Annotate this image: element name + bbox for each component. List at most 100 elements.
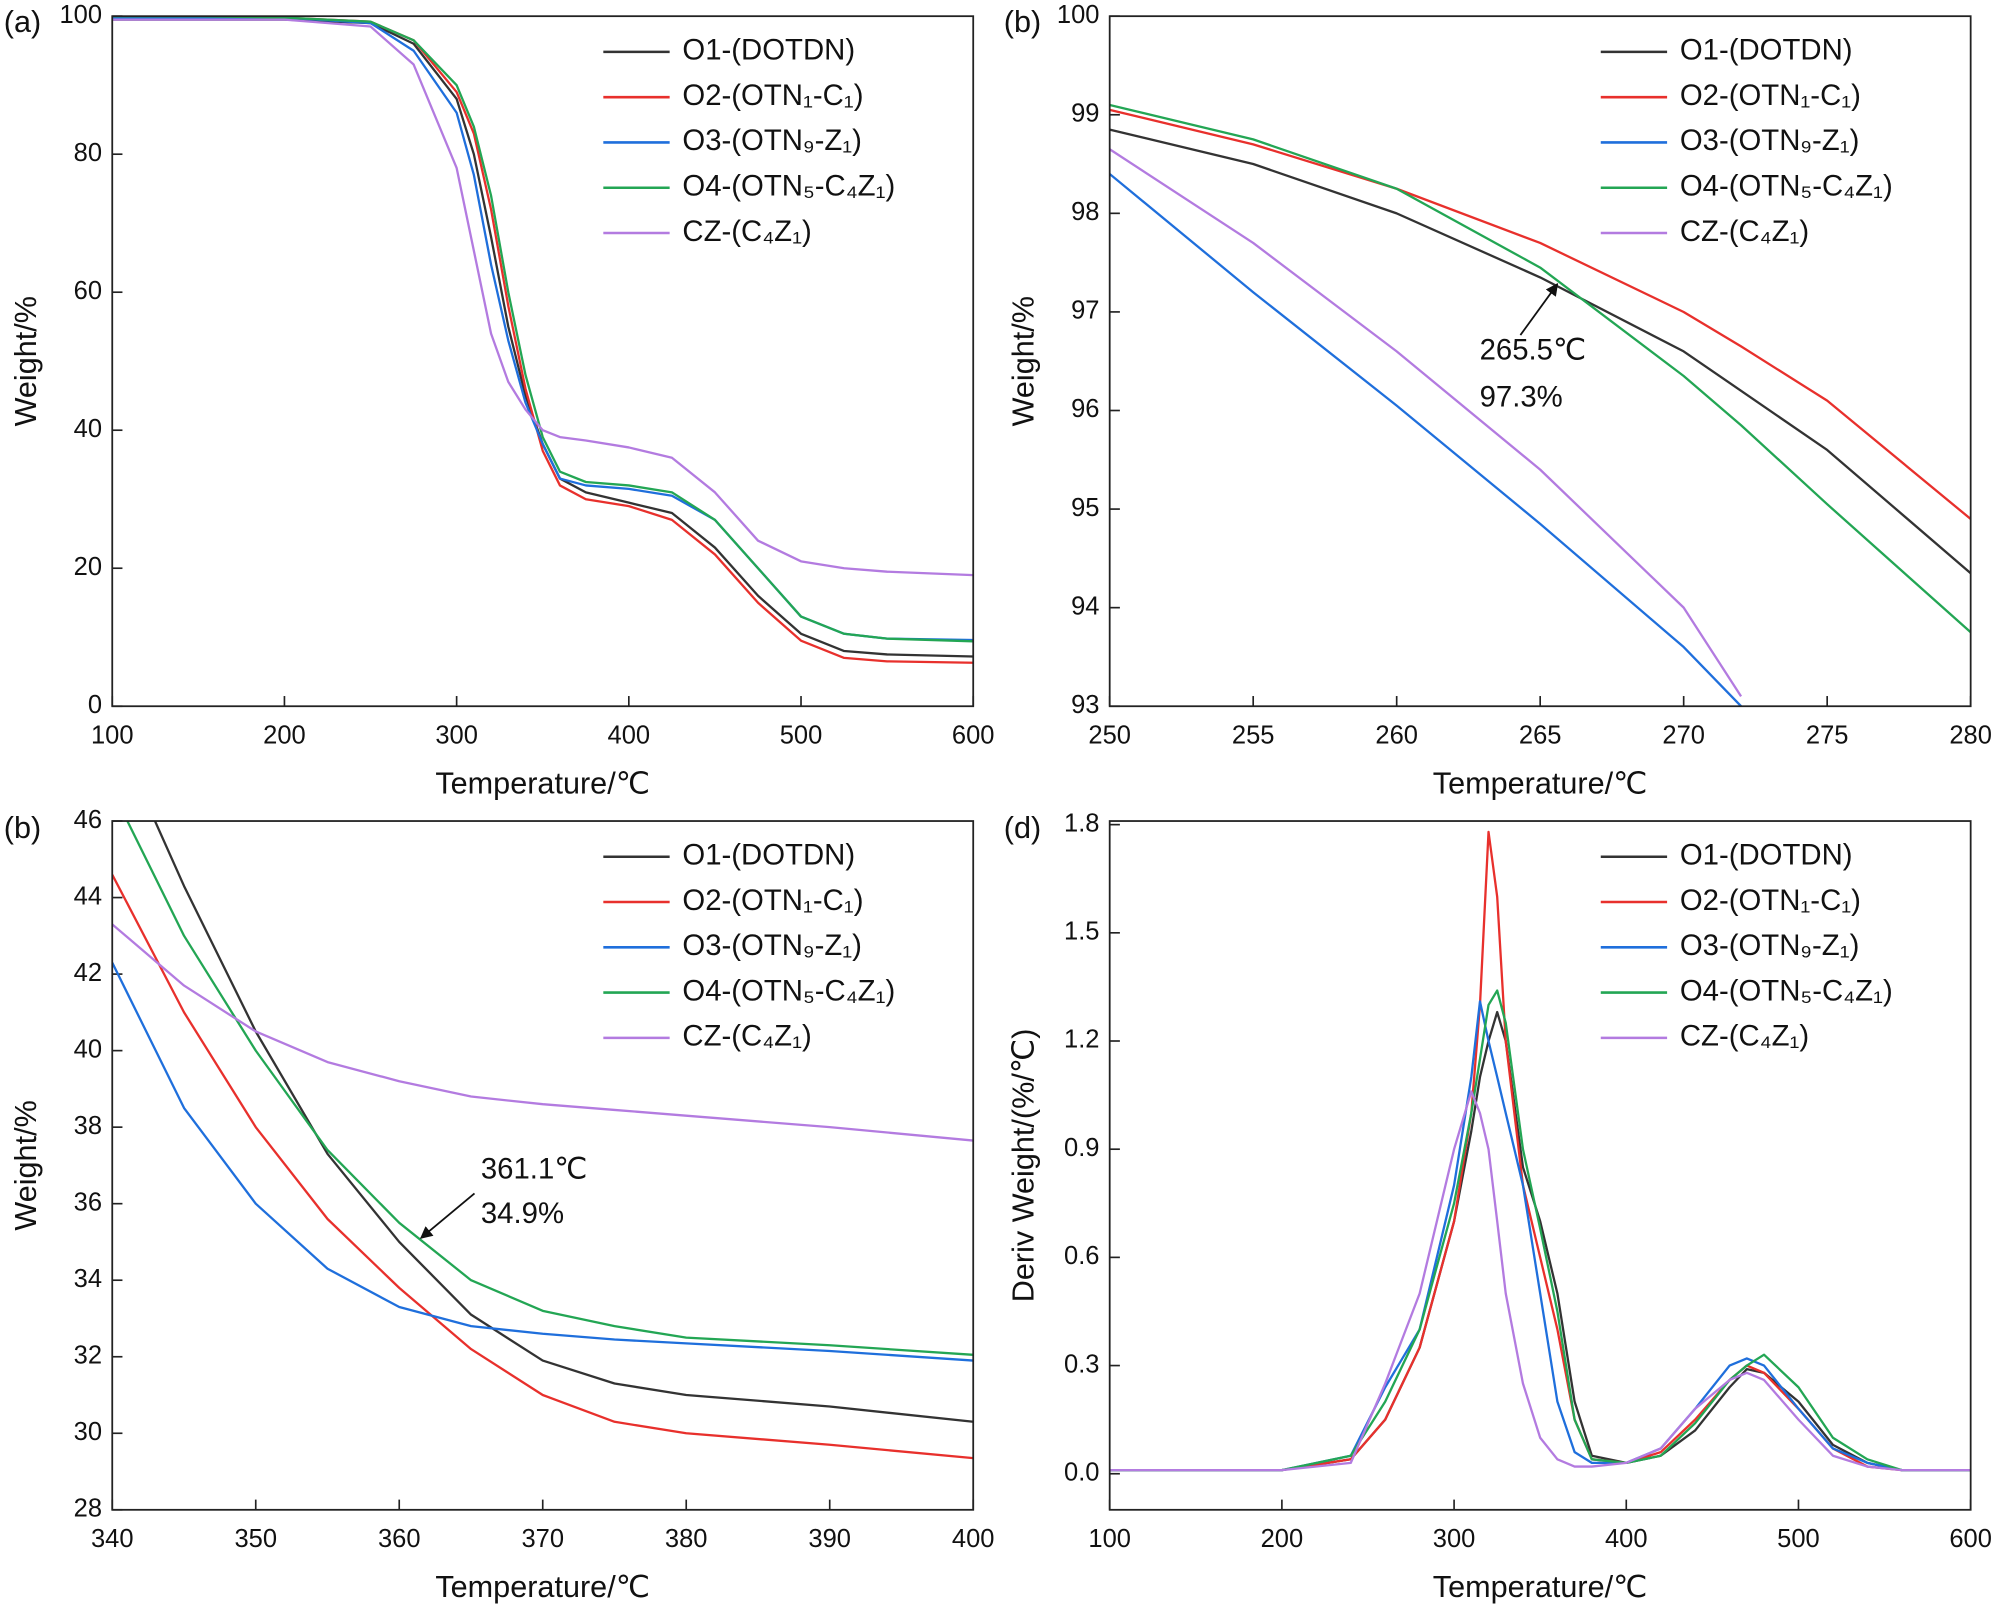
plot-frame [111,15,975,708]
y-tick-label: 40 [74,1035,102,1063]
annotation: 265.5℃ [1480,333,1586,366]
x-tick-label: 280 [1949,722,1992,750]
y-tick-label: 46 [74,806,102,834]
legend-label: O3-(OTN₉-Z₁) [1680,124,1860,157]
plot-frame [1108,15,1972,708]
legend-label: O4-(OTN₅-C₄Z₁) [1680,974,1893,1007]
panel-label: (d) [1004,811,1041,845]
series-line [112,16,974,643]
x-tick-label: 255 [1232,722,1275,750]
x-tick-label: 370 [521,1525,564,1553]
x-tick-label: 275 [1806,722,1849,750]
legend-label: O1-(DOTDN) [1680,838,1853,871]
annotation: 361.1℃ [481,1152,587,1185]
y-tick-label: 100 [59,1,102,29]
y-tick-label: 95 [1071,494,1099,522]
x-tick-label: 500 [780,722,823,750]
y-axis-title: Weight/% [1007,296,1041,426]
y-tick-label: 0 [88,691,102,719]
x-tick-label: 400 [952,1525,995,1553]
series-line [1109,830,1971,1472]
y-tick-label: 100 [1057,1,1100,29]
series-line [112,962,974,1362]
x-axis-title: Temperature/℃ [1433,766,1648,800]
series-line [112,18,974,577]
series-line [112,923,974,1142]
legend-label: O3-(OTN₉-Z₁) [682,124,862,157]
y-tick-label: 38 [74,1112,102,1140]
panel-label: (b) [4,811,41,845]
x-tick-label: 600 [952,722,995,750]
legend-label: O2-(OTN₁-C₁) [1680,79,1861,112]
y-tick-label: 32 [74,1341,102,1369]
legend-label: CZ-(C₄Z₁) [1680,215,1809,248]
legend-label: O3-(OTN₉-Z₁) [1680,929,1860,962]
panel: (d) 100 200 300 400 500 600 0.0 0.3 0.6 0.9 1.2 1.5 1… [1004,809,1992,1604]
series-line [1109,1000,1971,1472]
plot-frame [1108,820,1972,1511]
y-tick-label: 36 [74,1188,102,1216]
y-tick-label: 0.6 [1064,1242,1099,1270]
y-tick-label: 97 [1071,297,1099,325]
x-tick-label: 270 [1662,722,1705,750]
y-tick-label: 1.2 [1064,1026,1099,1054]
y-tick-label: 0.9 [1064,1134,1099,1162]
x-axis-title: Temperature/℃ [1433,1570,1648,1604]
x-axis-title: Temperature/℃ [435,766,650,800]
y-tick-label: 34 [74,1265,102,1293]
x-tick-label: 360 [378,1525,421,1553]
y-tick-label: 93 [1071,691,1099,719]
legend-label: O4-(OTN₅-C₄Z₁) [682,169,895,202]
series-line [1109,128,1971,575]
series-line [153,821,974,1423]
y-axis-title: Weight/% [9,296,43,426]
annotation: 97.3% [1480,381,1563,414]
y-tick-label: 1.8 [1064,809,1099,837]
y-tick-label: 28 [74,1495,102,1523]
x-tick-label: 100 [1088,1525,1131,1553]
x-tick-label: 600 [1949,1525,1992,1553]
x-tick-label: 265 [1519,722,1562,750]
y-tick-label: 98 [1071,198,1099,226]
x-tick-label: 500 [1777,1525,1820,1553]
series-line [1109,148,1743,698]
legend-label: O4-(OTN₅-C₄Z₁) [682,974,895,1007]
panel-label: (b) [1004,5,1041,39]
x-tick-label: 300 [435,722,478,750]
x-tick-label: 400 [608,722,651,750]
series-line [1109,108,1971,520]
y-tick-label: 94 [1071,592,1099,620]
x-tick-label: 350 [234,1525,277,1553]
x-tick-label: 340 [91,1525,134,1553]
y-tick-label: 0.0 [1064,1458,1099,1486]
plot-frame [111,820,975,1511]
y-tick-label: 80 [74,139,102,167]
panel: (b) 250 255 260 265 270 275 280 93 94 95 96 97 98 99 10… [1004,1,1992,800]
series-line [112,874,974,1460]
x-axis-title: Temperature/℃ [435,1570,650,1604]
y-tick-label: 44 [74,882,102,910]
series-line [112,16,974,664]
legend-label: O1-(DOTDN) [1680,34,1853,67]
y-tick-label: 96 [1071,395,1099,423]
y-axis-title: Deriv Weight/(%/℃) [1007,1029,1041,1303]
x-tick-label: 400 [1605,1525,1648,1553]
annotation: 34.9% [481,1197,564,1230]
x-tick-label: 200 [263,722,306,750]
series-line [1109,173,1742,707]
legend-label: O2-(OTN₁-C₁) [682,884,863,917]
panel-label: (a) [4,5,41,39]
legend-label: CZ-(C₄Z₁) [682,1020,811,1053]
series-line [1109,989,1971,1472]
legend-label: O1-(DOTDN) [682,838,855,871]
legend-label: O4-(OTN₅-C₄Z₁) [1680,169,1893,202]
series-line [1109,1010,1971,1472]
y-tick-label: 20 [74,553,102,581]
x-tick-label: 300 [1433,1525,1476,1553]
y-tick-label: 42 [74,959,102,987]
series-line [1109,103,1971,634]
x-tick-label: 100 [91,722,134,750]
y-axis-title: Weight/% [9,1100,43,1230]
legend-label: CZ-(C₄Z₁) [1680,1020,1809,1053]
